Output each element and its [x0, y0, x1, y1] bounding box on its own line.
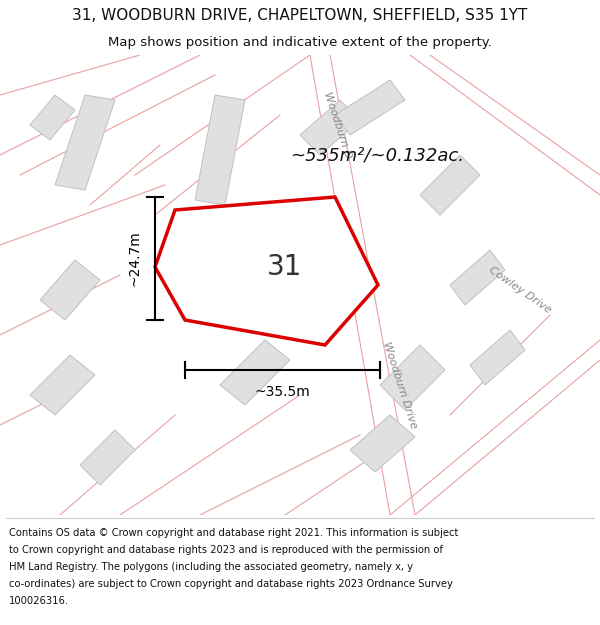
- Polygon shape: [420, 155, 480, 215]
- Polygon shape: [155, 197, 378, 345]
- Polygon shape: [220, 220, 280, 305]
- Text: Map shows position and indicative extent of the property.: Map shows position and indicative extent…: [108, 36, 492, 49]
- Text: co-ordinates) are subject to Crown copyright and database rights 2023 Ordnance S: co-ordinates) are subject to Crown copyr…: [9, 579, 453, 589]
- Polygon shape: [195, 95, 245, 205]
- Text: 100026316.: 100026316.: [9, 596, 69, 606]
- Text: 31: 31: [268, 253, 302, 281]
- Polygon shape: [30, 95, 75, 140]
- Text: ~35.5m: ~35.5m: [254, 385, 310, 399]
- Polygon shape: [40, 260, 100, 320]
- Text: Contains OS data © Crown copyright and database right 2021. This information is : Contains OS data © Crown copyright and d…: [9, 528, 458, 538]
- Text: ~24.7m: ~24.7m: [128, 231, 142, 286]
- Text: ~535m²/~0.132ac.: ~535m²/~0.132ac.: [290, 146, 464, 164]
- Text: to Crown copyright and database rights 2023 and is reproduced with the permissio: to Crown copyright and database rights 2…: [9, 545, 443, 555]
- Text: Woodburn D: Woodburn D: [323, 91, 353, 159]
- Polygon shape: [55, 95, 115, 190]
- Polygon shape: [300, 100, 360, 155]
- Polygon shape: [220, 340, 290, 405]
- Polygon shape: [335, 80, 405, 135]
- Text: HM Land Registry. The polygons (including the associated geometry, namely x, y: HM Land Registry. The polygons (includin…: [9, 562, 413, 572]
- Polygon shape: [350, 415, 415, 472]
- Polygon shape: [30, 355, 95, 415]
- Polygon shape: [470, 330, 525, 385]
- Polygon shape: [80, 430, 135, 485]
- Text: Woodburn Drive: Woodburn Drive: [381, 340, 419, 430]
- Text: 31, WOODBURN DRIVE, CHAPELTOWN, SHEFFIELD, S35 1YT: 31, WOODBURN DRIVE, CHAPELTOWN, SHEFFIEL…: [73, 8, 527, 23]
- Polygon shape: [450, 250, 505, 305]
- Text: Cowley Drive: Cowley Drive: [487, 265, 553, 315]
- Polygon shape: [380, 345, 445, 410]
